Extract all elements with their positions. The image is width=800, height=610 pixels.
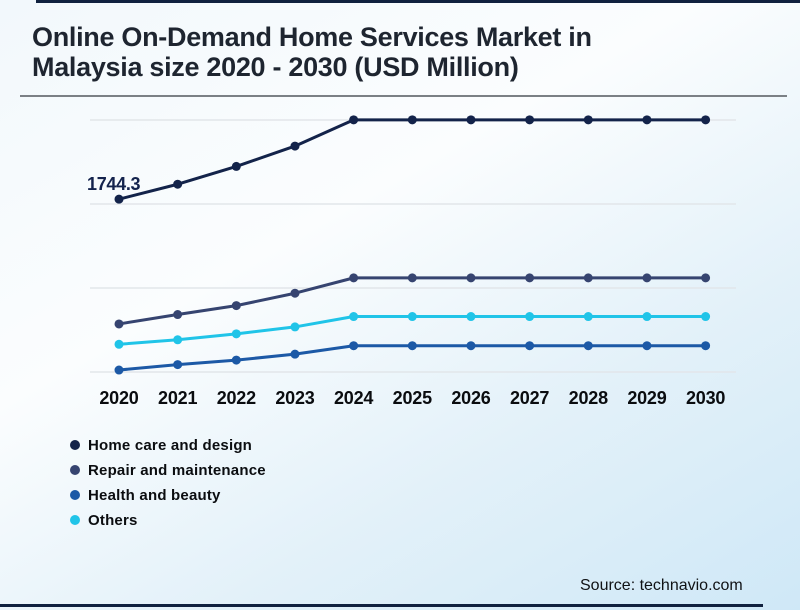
data-point [642,115,652,125]
data-point [231,355,241,365]
page-title: Online On-Demand Home Services Market in… [32,22,772,82]
data-point [642,341,652,351]
data-point [114,339,124,349]
data-point [407,115,417,125]
x-axis-label: 2026 [451,388,491,408]
legend-item-others: Others [70,508,266,532]
chart-legend: Home care and design Repair and maintenan… [70,433,266,533]
series-line-home-care-and-design [117,118,708,201]
data-point [466,273,476,283]
data-point [466,115,476,125]
data-point [525,115,535,125]
data-point [290,141,300,151]
data-point [290,349,300,359]
data-point [349,273,359,283]
legend-item-repair-and-maintenance: Repair and maintenance [70,458,266,482]
data-point [466,341,476,351]
top-border-line [36,0,800,3]
data-point [583,341,593,351]
data-point [407,341,417,351]
data-point [231,161,241,171]
data-point [525,341,535,351]
legend-item-health-and-beauty: Health and beauty [70,483,266,507]
data-point [173,360,183,370]
data-point [583,115,593,125]
data-point [525,273,535,283]
data-point [349,341,359,351]
legend-dot-icon [70,490,80,500]
data-point [583,273,593,283]
x-axis-label: 2021 [158,388,198,408]
data-point [173,335,183,345]
title-separator [20,95,787,97]
x-axis-label: 2028 [568,388,608,408]
data-point [466,312,476,322]
data-point [349,312,359,322]
x-axis-label: 2020 [99,388,139,408]
x-axis-label: 2022 [216,388,256,408]
x-axis-label: 2029 [627,388,667,408]
legend-label: Repair and maintenance [88,461,266,479]
data-point [349,115,359,125]
legend-dot-icon [70,465,80,475]
legend-label: Others [88,511,138,529]
data-point [231,329,241,339]
data-point-label-2020: 1744.3 [87,174,141,194]
legend-item-home-care-and-design: Home care and design [70,433,266,457]
data-point [642,312,652,322]
data-point [114,365,124,375]
x-axis-labels: 2020 2021 2022 2023 2024 2025 2026 2027 2028 2029… [0,388,800,412]
data-point [583,312,593,322]
data-point [290,288,300,298]
data-point [173,179,183,189]
data-point [114,319,124,329]
data-point [231,301,241,311]
source-credit: Source: technavio.com [580,577,743,594]
x-axis-label: 2025 [392,388,432,408]
data-point [525,312,535,322]
x-axis-label: 2030 [685,388,726,408]
bottom-border-line [0,604,763,607]
data-point [407,273,417,283]
data-point [114,194,124,204]
data-point [701,115,711,125]
data-point [407,312,417,322]
page-title-line1: Online On-Demand Home Services Market in [32,22,592,52]
data-point [173,310,183,320]
data-point [290,322,300,332]
page-title-line2: Malaysia size 2020 - 2030 (USD Million) [32,52,519,83]
data-point [701,341,711,351]
legend-dot-icon [70,440,80,450]
data-point [642,273,652,283]
data-point [701,312,711,322]
legend-label: Health and beauty [88,486,221,504]
legend-label: Home care and design [88,436,253,454]
data-point [701,273,711,283]
legend-dot-icon [70,515,80,525]
x-axis-label: 2027 [509,388,550,408]
x-axis-label: 2024 [334,388,374,408]
x-axis-label: 2023 [275,388,315,408]
